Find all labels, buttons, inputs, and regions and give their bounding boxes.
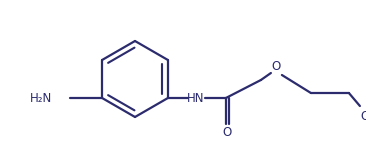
Text: HN: HN [187, 92, 205, 104]
Text: O: O [271, 59, 280, 72]
Text: H₂N: H₂N [30, 92, 52, 104]
Text: O: O [223, 127, 232, 140]
Text: O: O [360, 109, 366, 122]
